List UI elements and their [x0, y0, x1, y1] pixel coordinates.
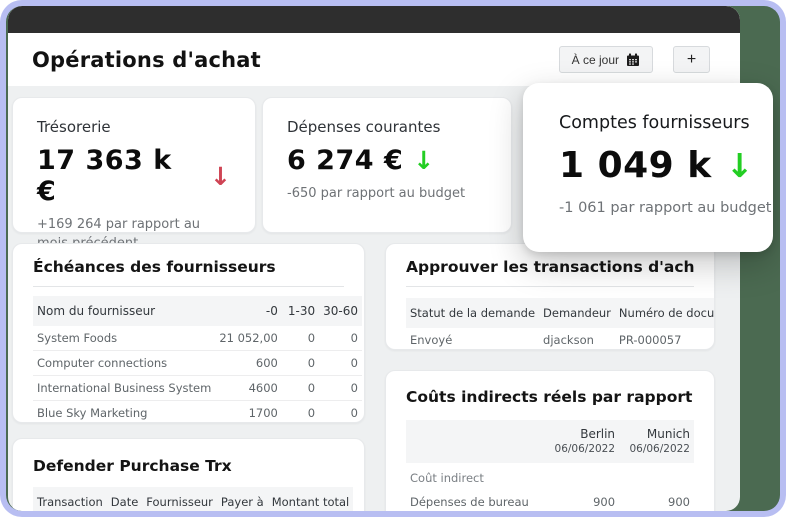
- header-actions: À ce jour: [558, 46, 710, 73]
- col-empty: [406, 420, 547, 463]
- title-divider: [33, 286, 344, 287]
- cell-value: [619, 463, 694, 490]
- cell-amount: 0: [319, 326, 362, 351]
- cell-amount: 1700: [215, 400, 282, 422]
- date-filter-label: À ce jour: [571, 52, 619, 67]
- down-arrow-icon: ↓: [725, 146, 754, 185]
- col-fournisseur[interactable]: Fournisseur: [142, 487, 217, 511]
- table-row[interactable]: Computer connections 600 0 0: [33, 350, 362, 376]
- date-label: 06/06/2022: [629, 443, 690, 455]
- approvals-card: Approuver les transactions d'achat Statu…: [385, 243, 715, 350]
- cell-amount: 0: [281, 375, 320, 401]
- kpi-label: Comptes fournisseurs: [559, 113, 750, 133]
- col-date[interactable]: Date: [106, 487, 143, 511]
- col-payer-a[interactable]: Payer à: [216, 487, 268, 511]
- kpi-value: 6 274 €: [287, 145, 404, 176]
- cell-amount: 600: [215, 350, 282, 376]
- table-row[interactable]: System Foods 21 052,00 0 0: [33, 326, 362, 351]
- table-row[interactable]: Dépenses de bureau 900 900: [406, 490, 694, 511]
- col-1-30[interactable]: 1-30: [281, 296, 320, 326]
- defender-purchase-card: Defender Purchase Trx Transaction Date F…: [12, 438, 365, 511]
- col-vendor-name[interactable]: Nom du fournisseur: [33, 296, 216, 326]
- cell-amount: 0: [281, 400, 320, 422]
- window-titlebar: [8, 6, 740, 33]
- down-arrow-icon: ↓: [210, 161, 231, 191]
- kpi-note: -650 par rapport au budget: [287, 186, 466, 201]
- col-0[interactable]: -0: [215, 296, 282, 326]
- plus-icon: +: [686, 50, 697, 68]
- cell-value: [546, 463, 619, 490]
- cell-value: 900: [546, 490, 620, 511]
- cell-amount: 0: [281, 350, 320, 376]
- cell-vendor: International Business System: [33, 375, 216, 401]
- app-window: Opérations d'achat À ce jour: [8, 6, 740, 511]
- cell-label: Dépenses de bureau: [406, 490, 547, 511]
- page-title: Opérations d'achat: [32, 47, 261, 72]
- kpi-label: Trésorerie: [37, 118, 111, 136]
- backdrop: Opérations d'achat À ce jour: [6, 6, 780, 511]
- table-row[interactable]: Blue Sky Marketing 1700 0 0: [33, 400, 362, 422]
- table-row-group: Coût indirect: [406, 463, 694, 490]
- table-header-row: Transaction Date Fournisseur Payer à Mon…: [33, 487, 354, 511]
- kpi-value: 17 363 k €: [37, 145, 172, 207]
- kpi-value-row: 1 049 k ↓: [559, 145, 773, 186]
- kpi-value-row: 6 274 € ↓: [287, 145, 487, 176]
- col-transaction[interactable]: Transaction: [33, 487, 107, 511]
- kpi-value: 1 049 k: [559, 145, 712, 186]
- table-row[interactable]: International Business System 4600 0 0: [33, 375, 362, 401]
- table-header-row: Nom du fournisseur -0 1-30 30-60: [33, 296, 362, 326]
- cell-demandeur: djackson: [543, 333, 594, 347]
- col-demandeur[interactable]: Demandeur: [539, 298, 615, 328]
- vendor-aging-table: Nom du fournisseur -0 1-30 30-60 System …: [33, 296, 362, 422]
- cell-amount: 4600: [215, 375, 282, 401]
- kpi-note: -1 061 par rapport au budget: [559, 200, 772, 216]
- kpi-card-tresorerie[interactable]: Trésorerie 17 363 k € ↓ +169 264 par rap…: [12, 97, 256, 251]
- kpi-label: Dépenses courantes: [287, 118, 441, 136]
- cell-numero: PR-000057: [618, 333, 682, 347]
- col-montant-total[interactable]: Montant total: [267, 487, 354, 511]
- defender-table: Transaction Date Fournisseur Payer à Mon…: [33, 487, 354, 511]
- approvals-table: Statut de la demande Demandeur Numéro de…: [406, 298, 714, 349]
- col-munich[interactable]: Munich 06/06/2022: [619, 420, 694, 463]
- cell-group-label: Coût indirect: [410, 471, 484, 485]
- date-label: 06/06/2022: [554, 443, 616, 455]
- table-header-row: Statut de la demande Demandeur Numéro de…: [406, 298, 714, 328]
- section-title: Approuver les transactions d'achat: [406, 258, 694, 276]
- cell-vendor: Blue Sky Marketing: [33, 400, 216, 422]
- cell-amount: 0: [319, 350, 362, 376]
- col-statut[interactable]: Statut de la demande: [406, 298, 540, 328]
- calendar-icon: [627, 53, 639, 66]
- kpi-card-comptes-fournisseurs[interactable]: Comptes fournisseurs 1 049 k ↓ -1 061 pa…: [523, 83, 773, 252]
- cell-vendor: Computer connections: [33, 350, 216, 376]
- date-filter-button[interactable]: À ce jour: [558, 46, 653, 73]
- cell-vendor: System Foods: [33, 326, 216, 351]
- add-button[interactable]: +: [673, 46, 710, 73]
- cell-amount: 0: [319, 375, 362, 401]
- table-header-row: Berlin 06/06/2022 Munich 06/06/2022: [406, 420, 694, 463]
- section-title: Échéances des fournisseurs: [33, 258, 276, 276]
- indirect-costs-card: Coûts indirects réels par rapport au bu …: [385, 370, 715, 511]
- cell-statut: Envoyé: [410, 333, 453, 347]
- indirect-costs-table: Berlin 06/06/2022 Munich 06/06/2022 Coût…: [406, 420, 694, 511]
- section-title: Coûts indirects réels par rapport au bu: [406, 388, 694, 406]
- vendor-aging-card: Échéances des fournisseurs Nom du fourni…: [12, 243, 365, 423]
- page-header: Opérations d'achat À ce jour: [8, 33, 740, 86]
- city-label: Berlin: [580, 427, 616, 441]
- section-title: Defender Purchase Trx: [33, 457, 232, 475]
- title-divider: [406, 286, 694, 287]
- cell-amount: 0: [319, 400, 362, 422]
- col-30-60[interactable]: 30-60: [319, 296, 362, 326]
- city-label: Munich: [646, 427, 690, 441]
- cell-amount: 21 052,00: [215, 326, 282, 351]
- col-berlin[interactable]: Berlin 06/06/2022: [546, 420, 620, 463]
- kpi-card-depenses[interactable]: Dépenses courantes 6 274 € ↓ -650 par ra…: [262, 97, 512, 233]
- table-row[interactable]: Envoyé djackson PR-000057 Achat: [406, 328, 714, 349]
- kpi-value-row: 17 363 k € ↓: [37, 145, 231, 207]
- col-numero-document[interactable]: Numéro de document: [614, 298, 714, 328]
- down-arrow-icon: ↓: [413, 146, 435, 175]
- cell-amount: 0: [281, 326, 320, 351]
- cell-value: 900: [619, 490, 694, 511]
